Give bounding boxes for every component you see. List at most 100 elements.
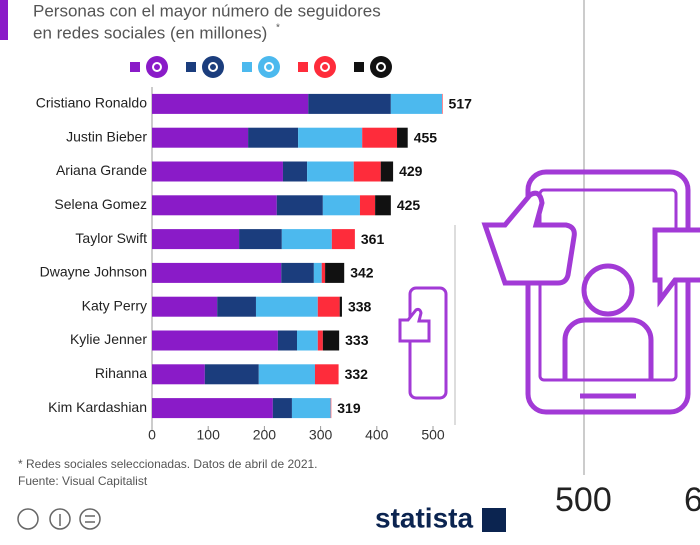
bar-segment (441, 93, 443, 114)
legend-icon-glyph (376, 62, 386, 72)
source: Fuente: Visual Capitalist (18, 474, 148, 488)
bar-segment (255, 296, 318, 317)
y-tick-label: Dwayne Johnson (40, 264, 147, 280)
bar-segment (152, 127, 249, 148)
y-tick-label: Taylor Swift (75, 230, 147, 246)
bar-segment (321, 262, 326, 283)
brand: statista (375, 502, 473, 533)
bar-segment (307, 161, 354, 182)
y-tick-label: Kim Kardashian (48, 399, 147, 415)
legend-swatch (186, 62, 196, 72)
bar-segment (362, 127, 398, 148)
legend-swatch (242, 62, 252, 72)
total-label: 425 (397, 197, 421, 213)
x-tick-label: 100 (197, 427, 221, 443)
bar-segment (258, 364, 315, 385)
bar-segment (281, 229, 332, 250)
total-label: 319 (337, 400, 361, 416)
chart-title: en redes sociales (en millones) (33, 23, 267, 42)
license-icons (17, 508, 101, 530)
bar-segment (322, 330, 340, 351)
total-label: 338 (348, 298, 372, 314)
bar-segment (298, 127, 363, 148)
legend-icon (146, 56, 168, 78)
bar-segment (317, 296, 340, 317)
y-tick-label: Selena Gomez (54, 196, 147, 212)
bar-segment (277, 330, 297, 351)
background-text: 6 (684, 481, 700, 519)
bar-segment (152, 262, 282, 283)
bar-segment (330, 398, 332, 419)
bar-segment (291, 398, 331, 419)
bar-segment (353, 161, 381, 182)
bar-segment (331, 229, 355, 250)
chart-title: Personas con el mayor número de seguidor… (33, 1, 381, 20)
total-label: 361 (361, 231, 385, 247)
total-label: 429 (399, 163, 423, 179)
legend-icon (314, 56, 336, 78)
legend-icon-glyph (208, 62, 218, 72)
bar-segment (359, 195, 376, 216)
bar-segment (296, 330, 318, 351)
bar-segment (375, 195, 391, 216)
bar-segment (314, 364, 339, 385)
bar-segment (325, 262, 345, 283)
title-mark: * (276, 23, 280, 34)
x-tick-label: 500 (421, 427, 445, 443)
x-tick-label: 400 (365, 427, 389, 443)
total-label: 332 (345, 366, 369, 382)
legend-swatch (130, 62, 140, 72)
bar-segment (317, 330, 323, 351)
bar-segment (281, 262, 314, 283)
bar-segment (152, 195, 277, 216)
x-tick-label: 200 (253, 427, 277, 443)
total-label: 333 (345, 332, 369, 348)
bar-segment (380, 161, 394, 182)
title-accent (0, 0, 8, 40)
background-text: 500 (555, 481, 612, 519)
bar-segment (152, 296, 218, 317)
x-tick-label: 0 (148, 427, 156, 443)
bar-segment (276, 195, 323, 216)
bar-segment (239, 229, 282, 250)
bar-segment (152, 330, 278, 351)
bar-segment (217, 296, 256, 317)
bar-segment (308, 93, 391, 114)
bar-segment (397, 127, 408, 148)
total-label: 517 (449, 96, 473, 112)
y-tick-label: Cristiano Ronaldo (36, 95, 147, 111)
bar-segment (272, 398, 292, 419)
bar-segment (282, 161, 308, 182)
legend-icon-glyph (320, 62, 330, 72)
bar-segment (248, 127, 299, 148)
y-tick-label: Kylie Jenner (70, 331, 147, 347)
bar-segment (152, 398, 273, 419)
bar-segment (152, 161, 283, 182)
bar-segment (390, 93, 442, 114)
y-tick-label: Katy Perry (82, 297, 147, 313)
legend-icon (258, 56, 280, 78)
bar-segment (204, 364, 259, 385)
y-tick-label: Justin Bieber (66, 128, 147, 144)
y-tick-label: Ariana Grande (56, 162, 147, 178)
legend-swatch (298, 62, 308, 72)
brand-logo (482, 508, 506, 532)
legend-swatch (354, 62, 364, 72)
legend-icon-glyph (152, 62, 162, 72)
legend-icon (370, 56, 392, 78)
bar-segment (339, 296, 342, 317)
x-tick-label: 300 (309, 427, 333, 443)
legend-icon-glyph (264, 62, 274, 72)
note: * Redes sociales seleccionadas. Datos de… (18, 457, 318, 471)
total-label: 455 (414, 129, 438, 145)
bar-segment (152, 364, 205, 385)
total-label: 342 (350, 265, 374, 281)
bar-segment (152, 229, 240, 250)
y-tick-label: Rihanna (95, 365, 147, 381)
bar-segment (322, 195, 360, 216)
bar-segment (313, 262, 322, 283)
bar-segment (152, 93, 309, 114)
legend-icon (202, 56, 224, 78)
